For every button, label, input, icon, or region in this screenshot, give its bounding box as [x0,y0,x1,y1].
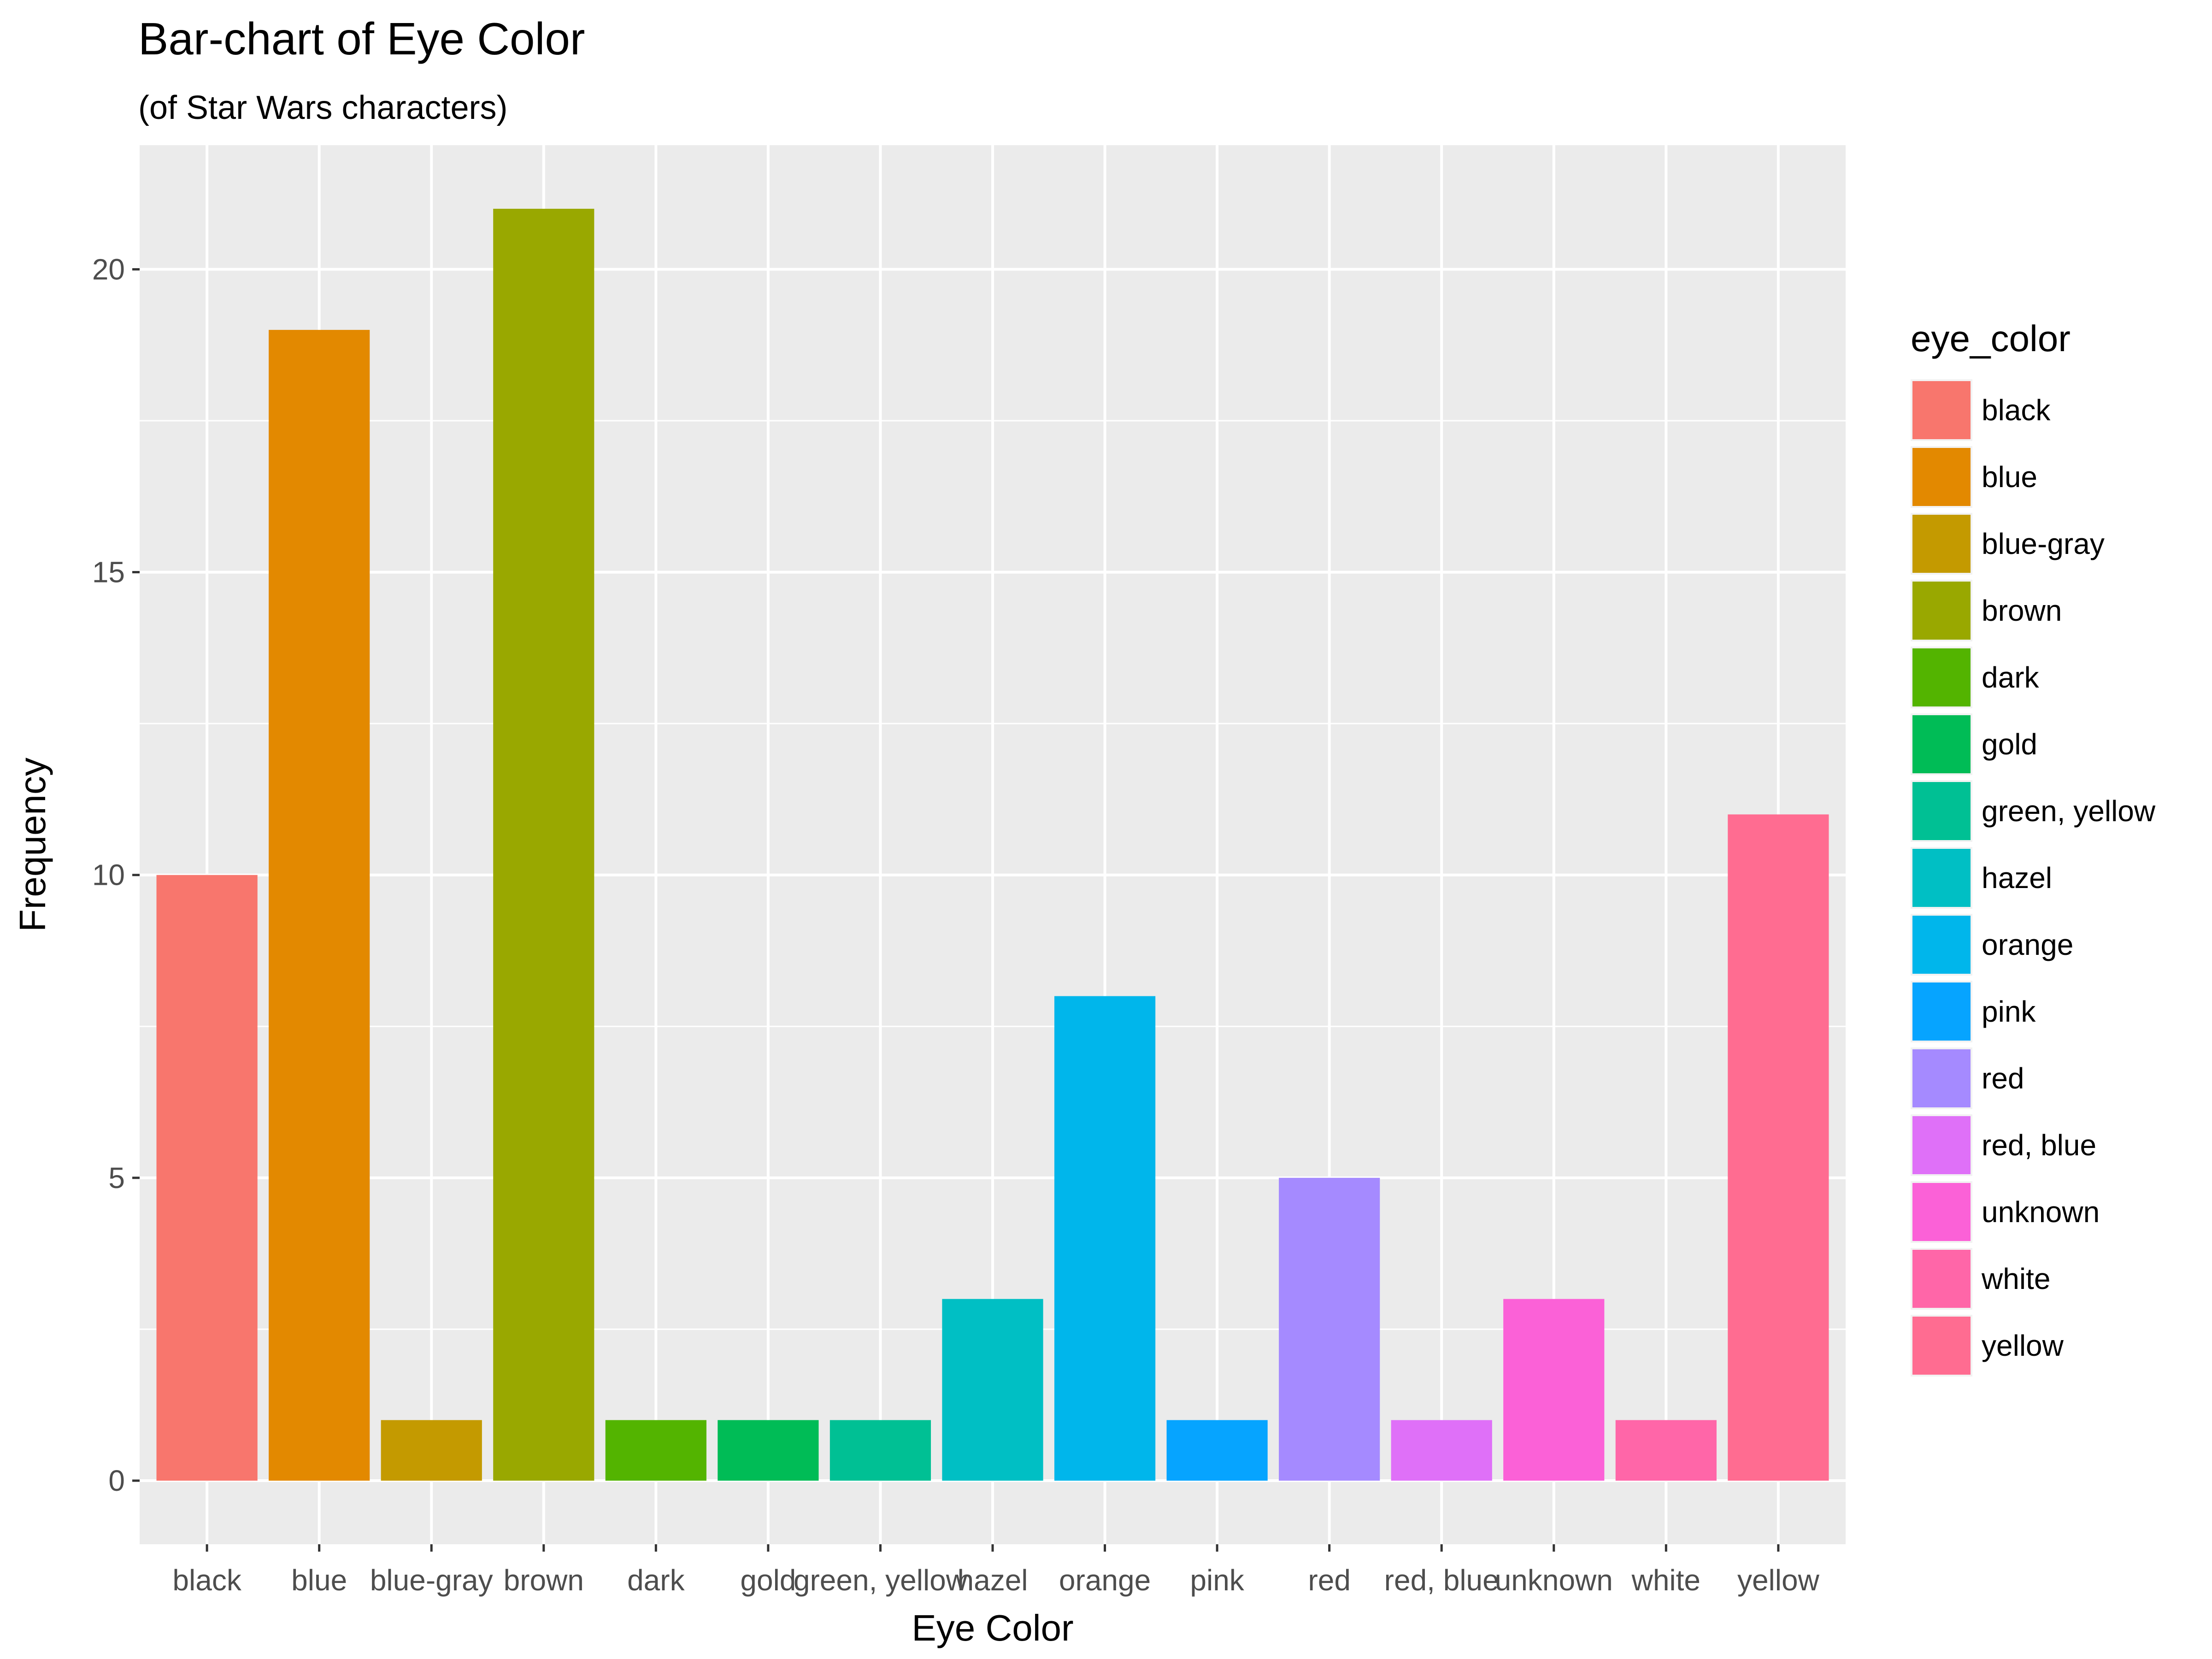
bar-orange [1054,996,1156,1481]
legend-swatch [1912,448,1971,506]
x-tick-label: dark [627,1564,685,1597]
x-tick-label: yellow [1737,1564,1820,1597]
legend-swatch [1912,1317,1971,1375]
y-tick-label: 5 [108,1161,125,1194]
legend-swatch [1912,1183,1971,1241]
y-axis: 0 5 10 15 20 [92,253,140,1497]
x-tick-label: gold [740,1564,796,1597]
bars [156,209,1829,1481]
x-tick-label: red, blue [1384,1564,1499,1597]
x-tick-label: brown [504,1564,584,1597]
legend-label: blue [1982,460,2037,494]
bar-yellow [1728,814,1829,1481]
bar-blue [269,329,370,1481]
legend-swatch [1912,782,1971,840]
bar-hazel [942,1299,1043,1481]
x-tick-label: green, yellow [794,1564,968,1597]
bar-red-blue [1391,1420,1492,1481]
chart-title: Bar-chart of Eye Color [138,13,585,64]
legend-swatch [1912,1049,1971,1107]
y-tick-label: 0 [108,1464,125,1497]
legend-swatch [1912,1250,1971,1308]
bar-green-yellow [830,1420,931,1481]
legend-label: red, blue [1982,1129,2096,1162]
legend-label: black [1982,394,2051,427]
legend-swatch [1912,381,1971,439]
legend-label: white [1981,1262,2050,1295]
x-tick-label: red [1308,1564,1351,1597]
bar-pink [1166,1420,1268,1481]
legend-swatch [1912,582,1971,640]
y-tick-label: 10 [92,859,125,892]
legend-swatch [1912,715,1971,773]
x-tick-label: white [1631,1564,1700,1597]
bar-blue-gray [381,1420,482,1481]
bar-red [1279,1177,1380,1481]
y-axis-title: Frequency [12,758,53,932]
legend-swatch [1912,849,1971,907]
x-tick-label: orange [1059,1564,1151,1597]
bar-gold [718,1420,819,1481]
x-axis-title: Eye Color [912,1607,1073,1648]
legend-swatch [1912,648,1971,706]
bar-brown [493,209,594,1481]
legend-label: pink [1982,995,2036,1028]
y-tick-label: 15 [92,556,125,589]
legend-swatch [1912,515,1971,573]
legend: black blue blue-gray brown dark gold green, ye… [1911,379,2156,1377]
bar-unknown [1503,1299,1605,1481]
legend-label: orange [1982,928,2073,961]
legend-label: unknown [1982,1195,2100,1229]
x-tick-label: unknown [1495,1564,1613,1597]
legend-label: dark [1982,661,2040,694]
chart-subtitle: (of Star Wars characters) [138,89,508,126]
legend-label: yellow [1982,1329,2064,1362]
bar-white [1615,1420,1717,1481]
legend-label: blue-gray [1982,527,2105,560]
legend-label: gold [1982,728,2037,761]
legend-label: hazel [1982,861,2052,894]
x-tick-label: hazel [958,1564,1028,1597]
legend-swatch [1912,982,1971,1041]
legend-swatch [1912,1116,1971,1174]
x-tick-label: blue [291,1564,347,1597]
bar-black [156,875,258,1481]
y-tick-label: 20 [92,253,125,286]
legend-title: eye_color [1911,318,2071,359]
legend-label: brown [1982,594,2062,627]
x-tick-label: pink [1190,1564,1244,1597]
x-tick-label: blue-gray [370,1564,493,1597]
bar-dark [605,1420,706,1481]
x-tick-label: black [172,1564,241,1597]
legend-label: red [1982,1062,2024,1095]
legend-swatch [1912,916,1971,974]
legend-label: green, yellow [1982,794,2156,828]
